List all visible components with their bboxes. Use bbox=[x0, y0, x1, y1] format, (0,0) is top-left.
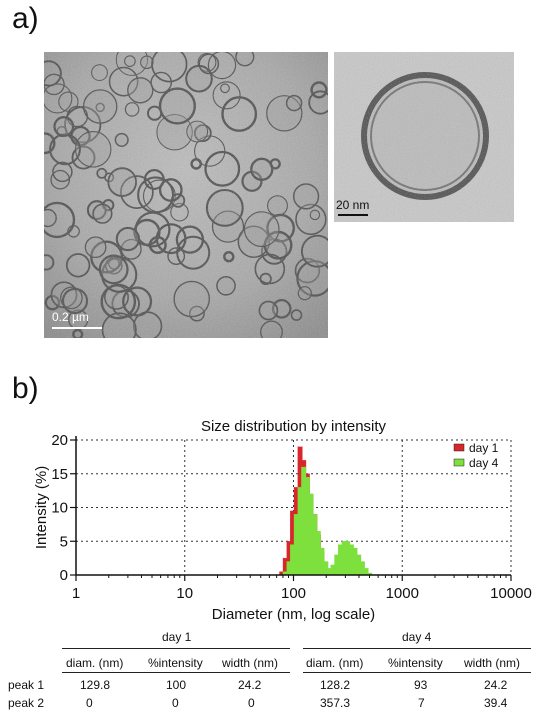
y-tick-label: 5 bbox=[60, 533, 68, 550]
right-micrograph: 20 nm bbox=[334, 52, 514, 222]
cell-peak1-intensity-day1: 100 bbox=[166, 678, 187, 692]
right-scale-bar-label: 20 nm bbox=[336, 198, 370, 212]
header-width-day4: width (nm) bbox=[464, 656, 521, 670]
left-scale-bar bbox=[52, 327, 102, 329]
panel-b-label: b) bbox=[12, 372, 39, 405]
x-tick-label: 10 bbox=[176, 585, 193, 602]
cell-peak2-width-day1: 0 bbox=[248, 696, 255, 710]
header-divider-day1 bbox=[62, 672, 290, 673]
cell-peak1-diam-day4: 128.2 bbox=[320, 678, 351, 692]
x-tick-label: 1000 bbox=[386, 585, 419, 602]
cell-peak1-width-day1: 24.2 bbox=[238, 678, 262, 692]
cell-peak2-diam-day1: 0 bbox=[86, 696, 93, 710]
cell-peak2-intensity-day1: 0 bbox=[172, 696, 179, 710]
y-tick-label: 20 bbox=[51, 432, 68, 449]
y-tick-label: 15 bbox=[51, 466, 68, 483]
group-divider-day1 bbox=[62, 648, 290, 649]
x-axis-label: Diameter (nm, log scale) bbox=[212, 606, 375, 623]
cell-peak2-diam-day4: 357.3 bbox=[320, 696, 351, 710]
header-divider-day4 bbox=[303, 672, 531, 673]
y-tick-label: 10 bbox=[51, 500, 68, 517]
legend-swatch-day4 bbox=[453, 458, 465, 467]
header-diam-day4: diam. (nm) bbox=[306, 656, 364, 670]
x-tick-label: 1 bbox=[72, 585, 80, 602]
group-label-day1: day 1 bbox=[162, 630, 192, 644]
legend-label-day1: day 1 bbox=[469, 441, 499, 455]
header-width-day1: width (nm) bbox=[222, 656, 279, 670]
left-micrograph-image bbox=[44, 52, 328, 338]
peak-table: day 1 day 4 diam. (nm) %intensity width … bbox=[0, 628, 536, 717]
cell-peak1-intensity-day4: 93 bbox=[414, 678, 428, 692]
x-tick-label: 10000 bbox=[490, 585, 532, 602]
chart-title: Size distribution by intensity bbox=[201, 418, 387, 435]
cell-peak1-width-day4: 24.2 bbox=[484, 678, 508, 692]
left-scale-bar-label: 0.2 µm bbox=[52, 310, 89, 324]
left-micrograph: 0.2 µm bbox=[44, 52, 328, 338]
group-label-day4: day 4 bbox=[402, 630, 432, 644]
header-diam-day1: diam. (nm) bbox=[66, 656, 124, 670]
legend-label-day4: day 4 bbox=[469, 456, 499, 470]
cell-peak1-diam-day1: 129.8 bbox=[80, 678, 111, 692]
cell-peak2-intensity-day4: 7 bbox=[418, 696, 425, 710]
row-label-peak2: peak 2 bbox=[8, 696, 45, 710]
right-micrograph-image bbox=[334, 52, 514, 222]
y-axis-label: Intensity (%) bbox=[33, 466, 50, 549]
group-divider-day4 bbox=[303, 648, 531, 649]
header-intensity-day1: %intensity bbox=[148, 656, 203, 670]
header-intensity-day4: %intensity bbox=[388, 656, 443, 670]
row-label-peak1: peak 1 bbox=[8, 678, 45, 692]
legend-swatch-day1 bbox=[453, 443, 465, 452]
x-tick-label: 100 bbox=[281, 585, 306, 602]
right-scale-bar bbox=[338, 214, 368, 216]
y-tick-label: 0 bbox=[60, 567, 68, 584]
cell-peak2-width-day4: 39.4 bbox=[484, 696, 508, 710]
panel-a-label: a) bbox=[12, 2, 39, 35]
